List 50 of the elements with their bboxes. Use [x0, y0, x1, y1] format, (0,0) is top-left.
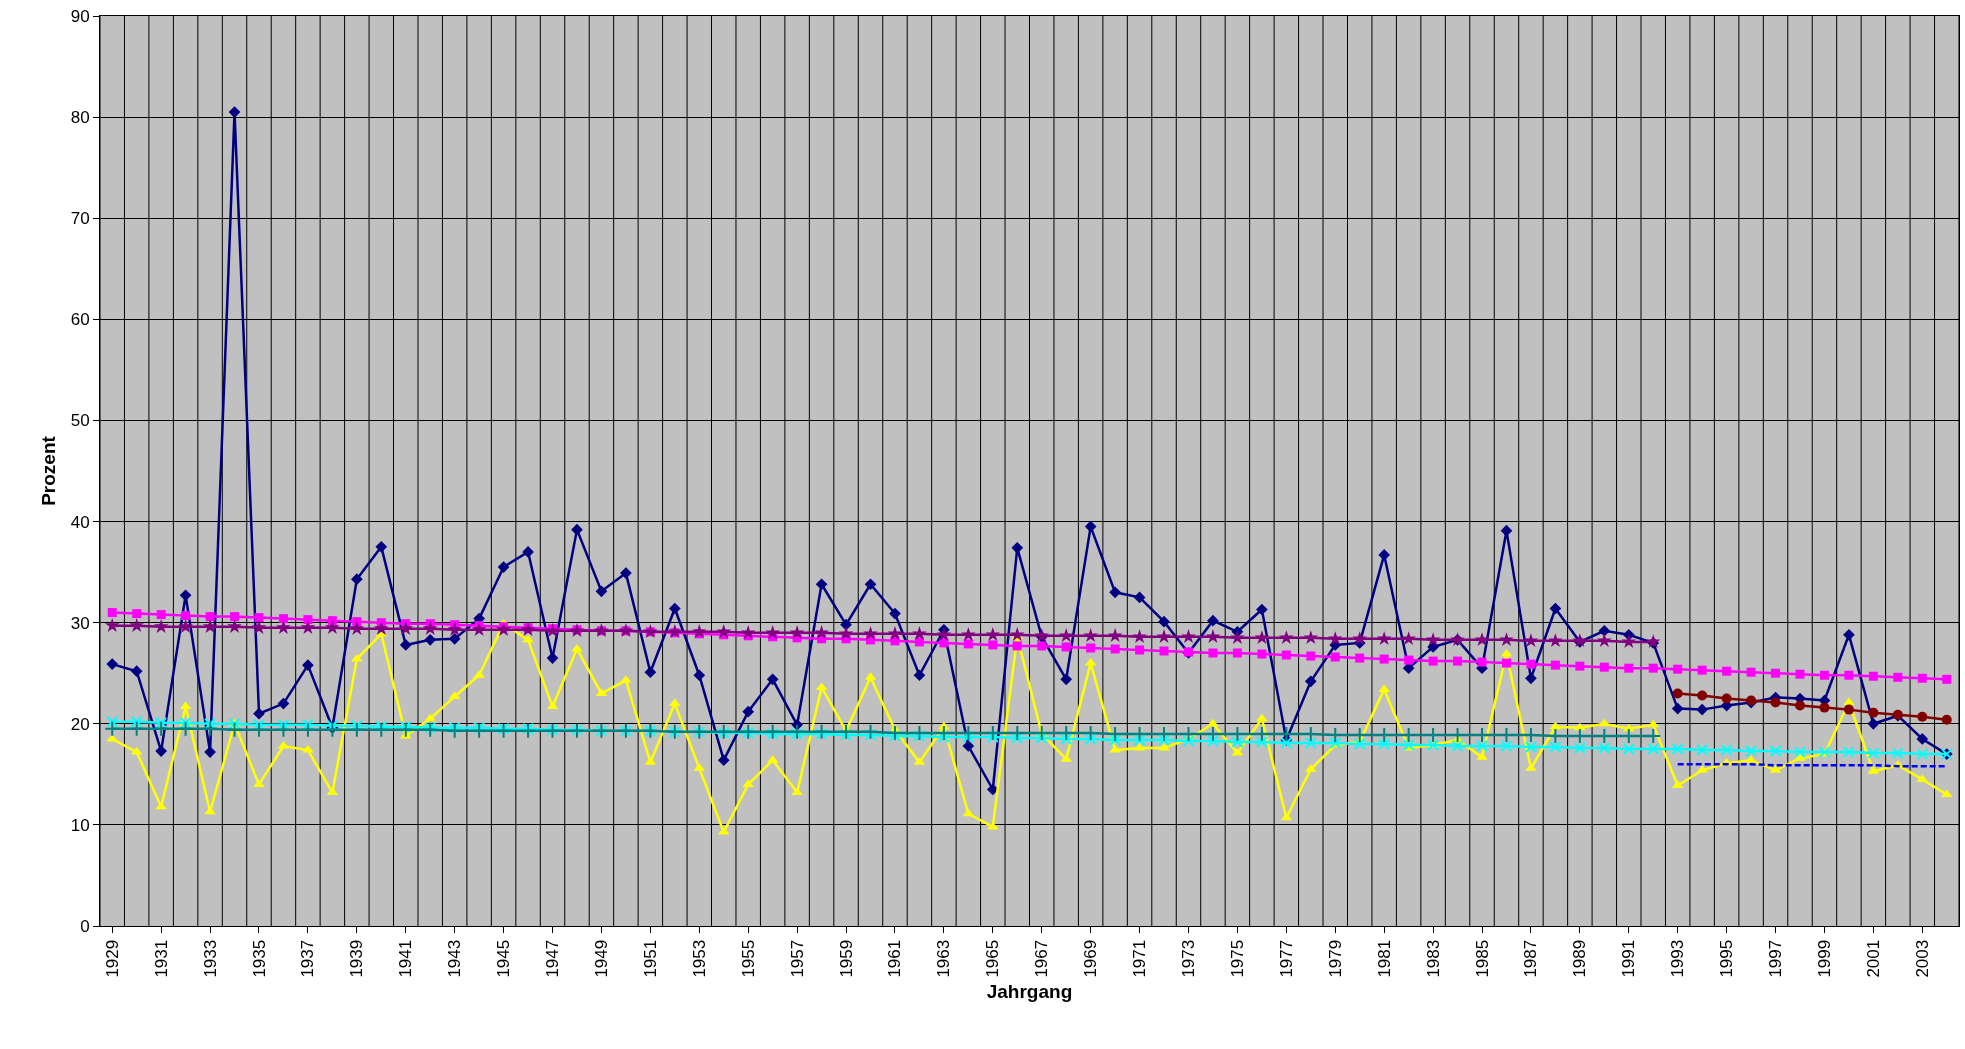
- x-tick-label: 1959: [836, 939, 856, 978]
- y-tick-label: 10: [70, 815, 90, 835]
- y-tick-label: 90: [70, 6, 90, 26]
- x-tick-label: 1975: [1227, 939, 1247, 978]
- x-tick-label: 1953: [689, 939, 709, 978]
- x-tick-label: 1977: [1276, 939, 1296, 978]
- x-tick-label: 1995: [1717, 939, 1737, 978]
- y-tick-label: 80: [70, 108, 90, 128]
- x-tick-label: 1943: [445, 939, 465, 978]
- x-tick-label: 1981: [1374, 939, 1394, 978]
- y-axis-title: Prozent: [37, 435, 59, 506]
- y-tick-label: 60: [70, 310, 90, 330]
- x-tick-label: 1941: [396, 939, 416, 978]
- x-tick-label: 2001: [1863, 939, 1883, 978]
- y-tick-label: 50: [70, 411, 90, 431]
- x-tick-label: 1937: [298, 939, 318, 978]
- x-tick-label: 1999: [1814, 939, 1834, 978]
- x-tick-label: 1969: [1081, 939, 1101, 978]
- x-tick-label: 1991: [1619, 939, 1639, 978]
- x-tick-label: 1933: [200, 939, 220, 978]
- x-tick-label: 1971: [1130, 939, 1150, 978]
- x-tick-label: 1951: [640, 939, 660, 978]
- x-tick-label: 2003: [1912, 939, 1932, 978]
- y-tick-label: 40: [70, 512, 90, 532]
- x-tick-label: 1929: [102, 939, 122, 978]
- x-tick-label: 1957: [787, 939, 807, 978]
- x-tick-label: 1939: [347, 939, 367, 978]
- x-tick-label: 1983: [1423, 939, 1443, 978]
- x-tick-label: 1949: [591, 939, 611, 978]
- x-tick-label: 1967: [1032, 939, 1052, 978]
- x-tick-label: 1963: [934, 939, 954, 978]
- x-tick-label: 1961: [885, 939, 905, 978]
- y-tick-label: 30: [70, 613, 90, 633]
- x-tick-label: 1945: [494, 939, 514, 978]
- x-tick-label: 1997: [1766, 939, 1786, 978]
- x-tick-label: 1973: [1179, 939, 1199, 978]
- x-tick-label: 1985: [1472, 939, 1492, 978]
- x-tick-label: 1931: [151, 939, 171, 978]
- x-tick-label: 1965: [983, 939, 1003, 978]
- y-tick-label: 20: [70, 714, 90, 734]
- x-tick-label: 1987: [1521, 939, 1541, 978]
- x-tick-label: 1979: [1325, 939, 1345, 978]
- x-tick-label: 1993: [1668, 939, 1688, 978]
- x-tick-label: 1935: [249, 939, 269, 978]
- x-tick-label: 1989: [1570, 939, 1590, 978]
- y-tick-label: 70: [70, 209, 90, 229]
- x-tick-label: 1947: [543, 939, 563, 978]
- x-axis-title: Jahrgang: [986, 981, 1073, 1003]
- x-tick-label: 1955: [738, 939, 758, 978]
- y-tick-label: 0: [80, 916, 90, 936]
